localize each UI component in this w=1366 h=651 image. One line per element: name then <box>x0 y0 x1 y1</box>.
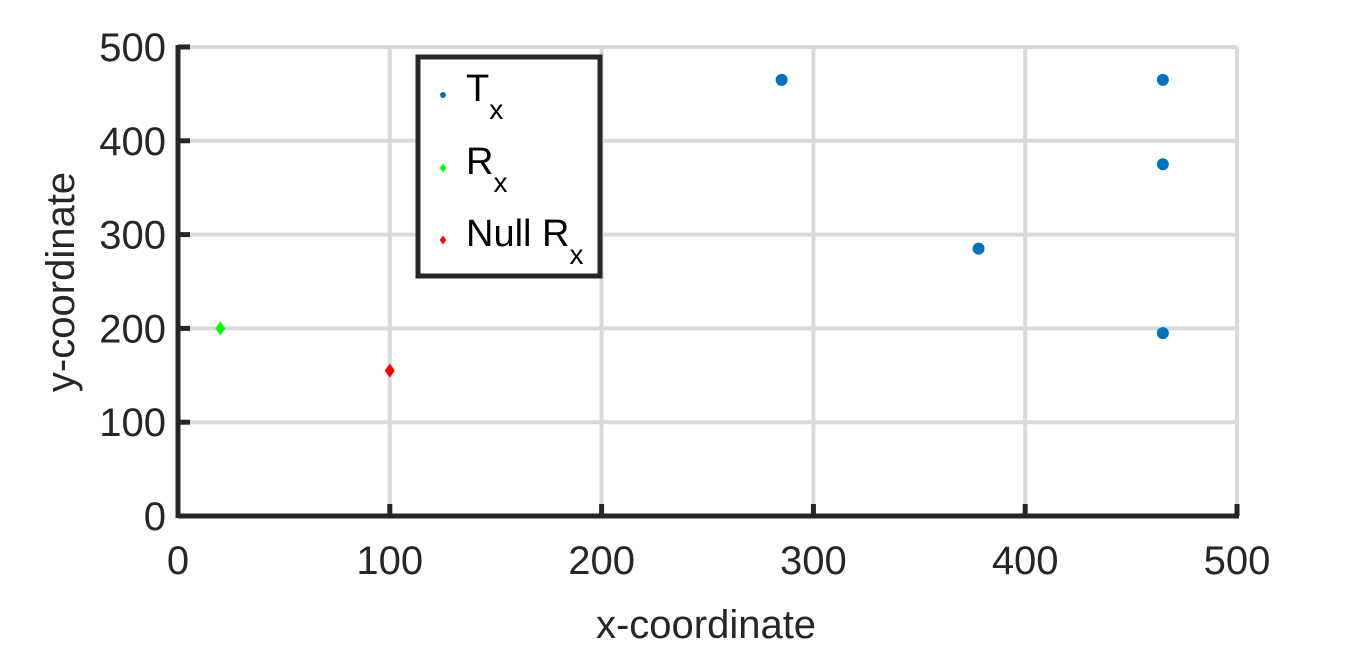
legend-box <box>415 54 603 279</box>
legend-marker-rx <box>439 163 447 173</box>
legend: Tx Rx Null Rx <box>415 54 603 279</box>
y-axis-title: y-coordinate <box>39 172 83 392</box>
y-tick-label: 500 <box>99 26 166 70</box>
data-point-null-rx <box>384 363 395 378</box>
y-tick-label: 200 <box>99 307 166 351</box>
data-point-rx <box>215 321 226 336</box>
y-tick-label: 100 <box>99 401 166 445</box>
y-tick-label: 300 <box>99 214 166 258</box>
y-tick-label: 400 <box>99 120 166 164</box>
data-point-tx <box>1156 158 1169 171</box>
y-tick-label: 0 <box>144 495 166 539</box>
x-tick-label: 300 <box>780 539 847 583</box>
x-tick-label: 500 <box>1204 539 1271 583</box>
legend-label-tx: Tx <box>466 68 503 125</box>
data-point-tx <box>1156 73 1169 86</box>
legend-label-null-rx: Null Rx <box>466 213 583 270</box>
legend-label-rx: Rx <box>466 141 507 198</box>
tick-labels: 0 100 200 300 400 500 0 100 200 300 400 500 <box>99 26 1270 583</box>
data-points <box>215 73 1169 378</box>
x-tick-label: 0 <box>167 539 189 583</box>
legend-marker-tx <box>440 92 446 98</box>
data-point-tx <box>1156 327 1169 340</box>
x-tick-label: 400 <box>992 539 1059 583</box>
data-point-tx <box>972 242 985 255</box>
data-point-tx <box>775 73 788 86</box>
legend-marker-null-rx <box>439 235 447 245</box>
x-tick-label: 200 <box>568 539 635 583</box>
x-axis-title: x-coordinate <box>596 603 816 647</box>
grid <box>176 45 1239 518</box>
axes <box>175 44 1240 519</box>
x-tick-label: 100 <box>356 539 423 583</box>
